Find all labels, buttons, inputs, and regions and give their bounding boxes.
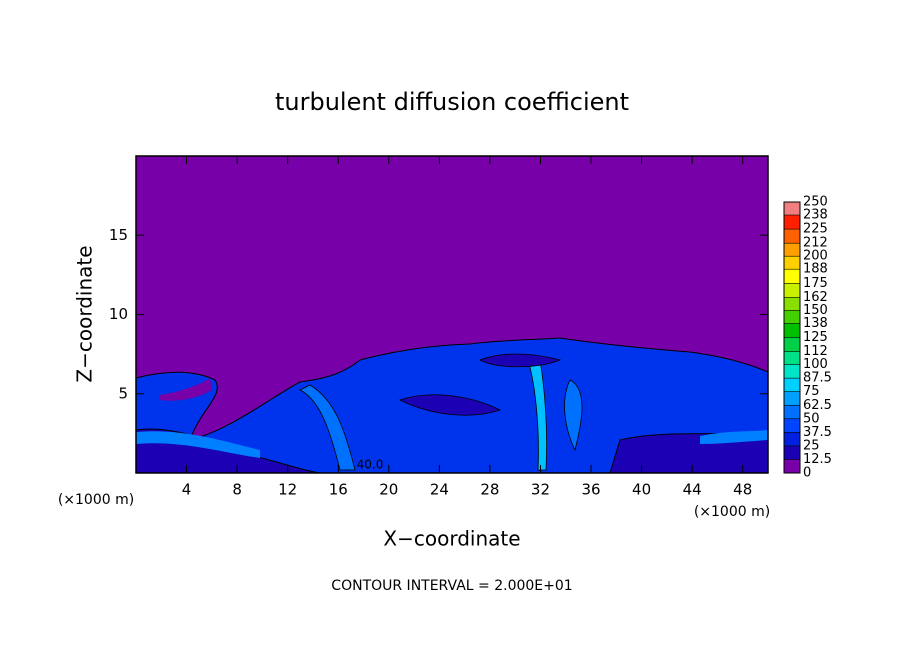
field-region — [527, 359, 548, 471]
x-tick-label: 44 — [683, 481, 702, 499]
colorbar-frame — [783, 201, 801, 474]
colorbar-tick-label: 87.5 — [803, 371, 832, 386]
colorbar-cell — [784, 297, 800, 311]
x-tick-label: 12 — [278, 481, 297, 499]
colorbar-cell — [784, 351, 800, 365]
colorbar-tick-label: 188 — [803, 262, 828, 277]
colorbar-tick-label: 250 — [803, 195, 828, 210]
colorbar-tick-label: 112 — [803, 344, 828, 359]
colorbar-cell — [784, 364, 800, 379]
colorbar-tick-label: 212 — [803, 236, 828, 251]
colorbar-cell — [784, 378, 800, 392]
colorbar-cell — [784, 243, 800, 257]
colorbar-cell — [784, 229, 800, 244]
colorbar-tick-label: 225 — [803, 222, 828, 237]
colorbar-tick-label: 12.5 — [803, 452, 832, 467]
x-tick-label: 20 — [379, 481, 398, 499]
colorbar-cell — [784, 337, 800, 352]
colorbar-tick-label: 175 — [803, 276, 828, 291]
colorbar-cell — [784, 256, 800, 270]
colorbar-cell — [784, 215, 800, 230]
field-region — [160, 378, 212, 401]
colorbar-tick-label: 200 — [803, 249, 828, 264]
colorbar-cell — [784, 459, 800, 473]
colorbar-cell — [784, 418, 800, 433]
colorbar-tick-label: 100 — [803, 357, 828, 372]
colorbar-tick-label: 75 — [803, 384, 820, 399]
colorbar-tick-label: 50 — [803, 411, 820, 426]
field-region — [136, 431, 260, 458]
colorbar-tick-label: 125 — [803, 330, 828, 345]
x-tick-label: 36 — [581, 481, 600, 499]
x-tick-label: 40 — [632, 481, 651, 499]
x-tick-label: 4 — [182, 481, 192, 499]
y-unit-label: (×1000 m) — [58, 492, 134, 508]
y-axis-label: Z−coordinate — [73, 245, 97, 382]
colorbar-cell — [784, 405, 800, 419]
x-axis-label: X−coordinate — [383, 527, 520, 551]
contour-field — [135, 156, 769, 474]
field-region — [564, 379, 583, 452]
y-tick-label: 5 — [118, 384, 128, 402]
chart-title: turbulent diffusion coefficient — [275, 88, 629, 116]
colorbar-cell — [784, 323, 800, 338]
field-region — [700, 430, 768, 444]
field-region — [299, 384, 356, 471]
x-unit-label: (×1000 m) — [694, 504, 770, 520]
colorbar-tick-label: 150 — [803, 303, 828, 318]
colorbar-tick-label: 238 — [803, 208, 828, 223]
field-region — [479, 353, 562, 368]
colorbar-tick-label: 62.5 — [803, 398, 832, 413]
colorbar-tick-label: 162 — [803, 290, 828, 305]
x-tick-label: 24 — [430, 481, 449, 499]
x-tick-label: 28 — [480, 481, 499, 499]
y-tick-label: 10 — [109, 305, 128, 323]
x-tick-label: 8 — [232, 481, 242, 499]
colorbar-cell — [784, 202, 800, 216]
x-tick-label: 32 — [531, 481, 550, 499]
colorbar-tick-label: 0 — [803, 466, 811, 481]
colorbar-tick-label: 25 — [803, 438, 820, 453]
colorbar-cell — [784, 283, 800, 298]
colorbar-tick-label: 138 — [803, 316, 828, 331]
footer-note: CONTOUR INTERVAL = 2.000E+01 — [331, 578, 572, 594]
x-tick-label: 48 — [733, 481, 752, 499]
contour-label: 40.0 — [357, 458, 384, 472]
plot-frame — [135, 155, 769, 474]
colorbar-cell — [784, 391, 800, 406]
colorbar-cell — [784, 445, 800, 460]
colorbar-cell — [784, 269, 800, 284]
x-tick-label: 16 — [329, 481, 348, 499]
field-region — [398, 394, 502, 416]
colorbar-cell — [784, 432, 800, 446]
colorbar-cell — [784, 310, 800, 324]
colorbar-tick-label: 37.5 — [803, 425, 832, 440]
y-tick-label: 15 — [109, 226, 128, 244]
